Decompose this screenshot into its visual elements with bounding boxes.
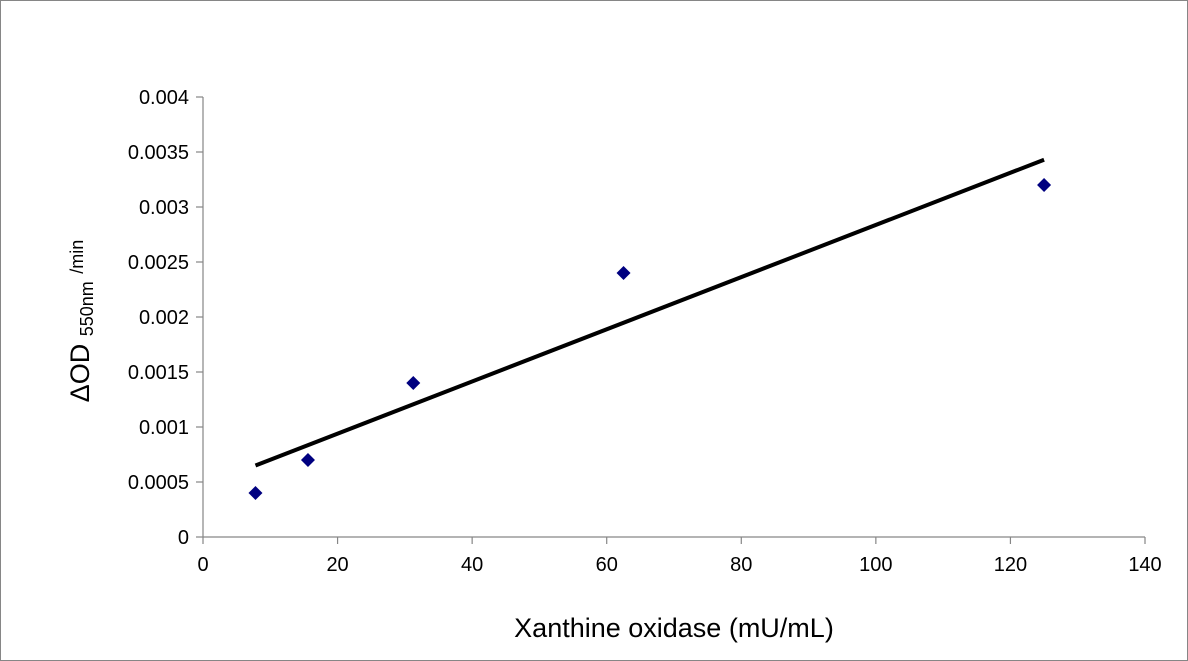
data-point-marker <box>300 453 315 467</box>
data-points <box>248 178 1052 500</box>
y-tick-label: 0.004 <box>139 87 189 109</box>
data-point-marker <box>406 376 421 390</box>
x-axis-title: Xanthine oxidase (mU/mL) <box>514 613 834 643</box>
x-tick-label: 100 <box>859 554 892 576</box>
x-tick-label: 0 <box>197 554 208 576</box>
y-axis-title-subscript: 550nm <box>77 281 97 336</box>
y-tick-label: 0.0015 <box>128 362 189 384</box>
trendline-layer <box>254 157 1045 468</box>
y-tick-label: 0.003 <box>139 197 189 219</box>
y-axis-title-superscript: /min <box>67 240 87 274</box>
axes <box>202 97 1145 538</box>
y-tick-label: 0.0035 <box>128 142 189 164</box>
y-tick-label: 0.0025 <box>128 252 189 274</box>
y-axis-title-main: ΔOD <box>65 344 95 403</box>
y-axis-ticks: 0 0.0005 0.001 0.0015 0.002 0.0025 0.003 0.0035… <box>128 87 203 549</box>
x-tick-label: 80 <box>730 554 752 576</box>
data-point-marker <box>616 266 631 280</box>
y-axis-title: ΔOD 550nm /min <box>65 240 97 403</box>
data-point-marker <box>248 486 263 500</box>
y-tick-label: 0.001 <box>139 417 189 439</box>
y-tick-label: 0.0005 <box>128 472 189 494</box>
y-tick-label: 0.002 <box>139 307 189 329</box>
x-tick-label: 40 <box>461 554 483 576</box>
y-tick-label: 0 <box>178 527 189 549</box>
x-axis-ticks: 0 20 40 60 80 100 120 140 <box>197 537 1162 576</box>
x-tick-label: 140 <box>1128 554 1161 576</box>
x-tick-label: 120 <box>994 554 1027 576</box>
x-tick-label: 20 <box>326 554 348 576</box>
x-tick-label: 60 <box>596 554 618 576</box>
linear-trendline <box>254 157 1045 468</box>
data-point-marker <box>1037 178 1052 192</box>
